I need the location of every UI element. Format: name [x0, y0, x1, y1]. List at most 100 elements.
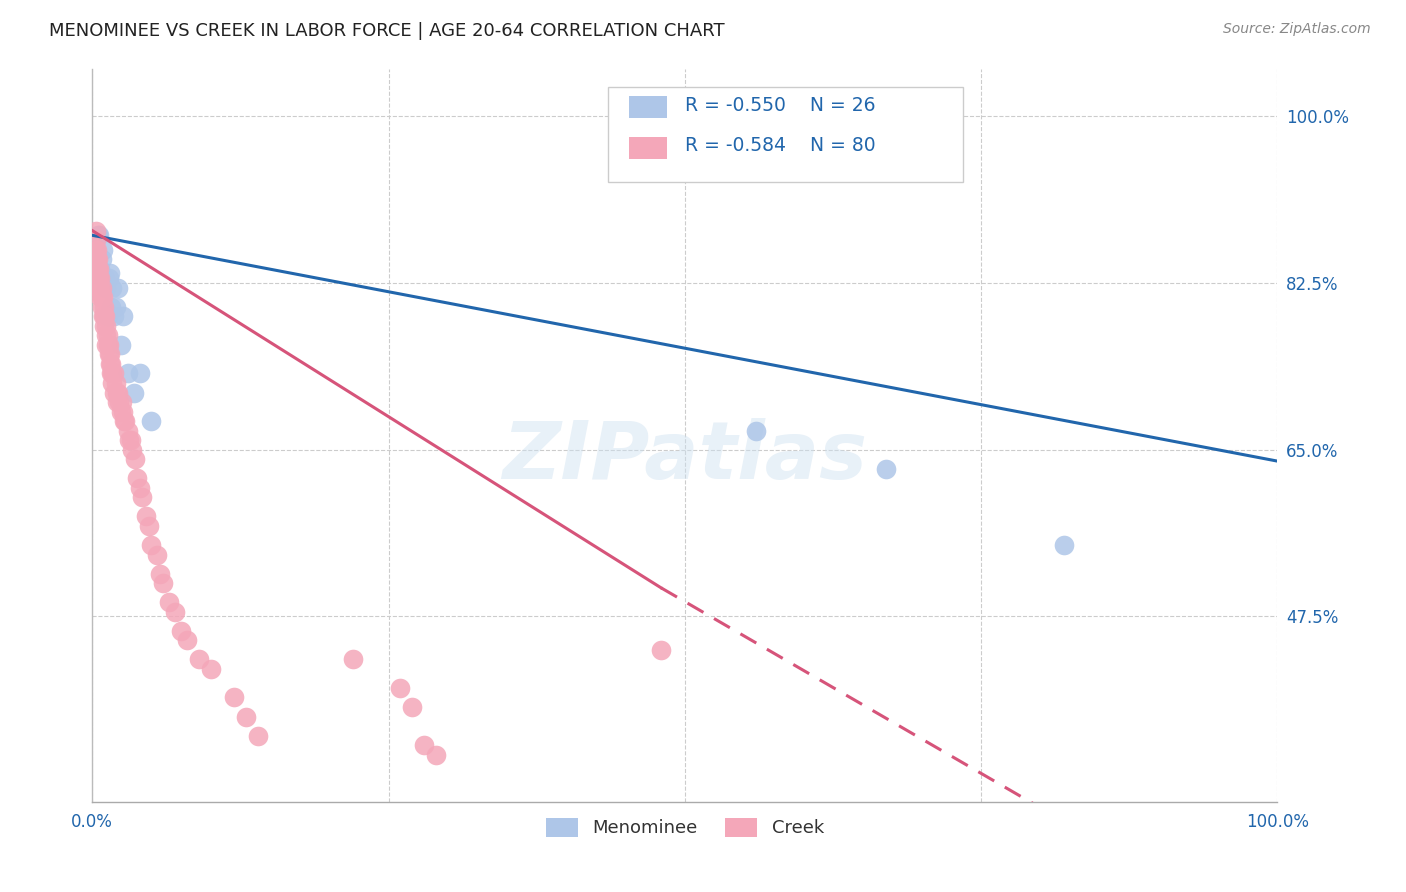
Point	[105, 395, 128, 409]
Point	[87, 252, 110, 266]
Point	[342, 652, 364, 666]
Point	[157, 595, 180, 609]
Point	[103, 367, 125, 381]
Point	[93, 300, 115, 314]
Point	[84, 233, 107, 247]
Point	[235, 709, 257, 723]
Text: R = -0.584    N = 80: R = -0.584 N = 80	[685, 136, 876, 155]
Point	[103, 385, 125, 400]
Point	[120, 433, 142, 447]
Point	[413, 738, 436, 752]
Point	[875, 462, 897, 476]
Point	[89, 228, 111, 243]
Point	[105, 385, 128, 400]
Legend: Menominee, Creek: Menominee, Creek	[538, 811, 831, 845]
Point	[96, 318, 118, 333]
Point	[89, 271, 111, 285]
Point	[84, 243, 107, 257]
Point	[87, 228, 110, 243]
Point	[121, 442, 143, 457]
Point	[112, 414, 135, 428]
Point	[176, 633, 198, 648]
Point	[401, 700, 423, 714]
Point	[650, 642, 672, 657]
Point	[93, 271, 115, 285]
Point	[86, 243, 108, 257]
Point	[149, 566, 172, 581]
Point	[117, 367, 139, 381]
Point	[94, 271, 117, 285]
Point	[108, 395, 131, 409]
Point	[86, 261, 108, 276]
Bar	[628, 136, 666, 159]
Point	[425, 747, 447, 762]
Point	[100, 367, 122, 381]
Point	[122, 385, 145, 400]
Point	[117, 424, 139, 438]
Point	[101, 367, 124, 381]
Point	[247, 729, 270, 743]
Point	[107, 281, 129, 295]
Point	[90, 300, 112, 314]
Point	[84, 223, 107, 237]
Text: MENOMINEE VS CREEK IN LABOR FORCE | AGE 20-64 CORRELATION CHART: MENOMINEE VS CREEK IN LABOR FORCE | AGE …	[49, 22, 725, 40]
FancyBboxPatch shape	[607, 87, 963, 182]
Point	[101, 376, 124, 390]
Point	[94, 310, 117, 324]
Point	[90, 252, 112, 266]
Point	[138, 519, 160, 533]
Point	[111, 395, 134, 409]
Point	[89, 261, 111, 276]
Point	[87, 261, 110, 276]
Point	[131, 491, 153, 505]
Point	[110, 404, 132, 418]
Point	[389, 681, 412, 695]
Point	[104, 376, 127, 390]
Point	[127, 471, 149, 485]
Point	[96, 328, 118, 343]
Point	[98, 357, 121, 371]
Point	[118, 433, 141, 447]
Point	[100, 357, 122, 371]
Text: ZIPatlas: ZIPatlas	[502, 418, 868, 497]
Point	[89, 261, 111, 276]
Point	[90, 290, 112, 304]
Point	[89, 271, 111, 285]
Text: R = -0.550    N = 26: R = -0.550 N = 26	[685, 95, 876, 115]
Point	[91, 243, 114, 257]
Point	[187, 652, 209, 666]
Point	[98, 266, 121, 280]
Point	[101, 281, 124, 295]
Point	[124, 452, 146, 467]
Bar	[628, 96, 666, 119]
Point	[111, 404, 134, 418]
Point	[128, 367, 150, 381]
Point	[97, 310, 120, 324]
Point	[86, 252, 108, 266]
Point	[141, 414, 163, 428]
Point	[146, 548, 169, 562]
Point	[134, 509, 156, 524]
Point	[165, 605, 187, 619]
Point	[93, 318, 115, 333]
Point	[1053, 538, 1076, 552]
Point	[170, 624, 193, 638]
Point	[111, 310, 134, 324]
Point	[141, 538, 163, 552]
Point	[200, 662, 222, 676]
Point	[86, 257, 108, 271]
Point	[114, 414, 136, 428]
Point	[98, 347, 121, 361]
Point	[97, 347, 120, 361]
Point	[89, 281, 111, 295]
Point	[87, 281, 110, 295]
Text: Source: ZipAtlas.com: Source: ZipAtlas.com	[1223, 22, 1371, 37]
Point	[97, 338, 120, 352]
Point	[110, 338, 132, 352]
Point	[152, 576, 174, 591]
Point	[90, 281, 112, 295]
Point	[107, 385, 129, 400]
Point	[96, 281, 118, 295]
Point	[96, 338, 118, 352]
Point	[97, 338, 120, 352]
